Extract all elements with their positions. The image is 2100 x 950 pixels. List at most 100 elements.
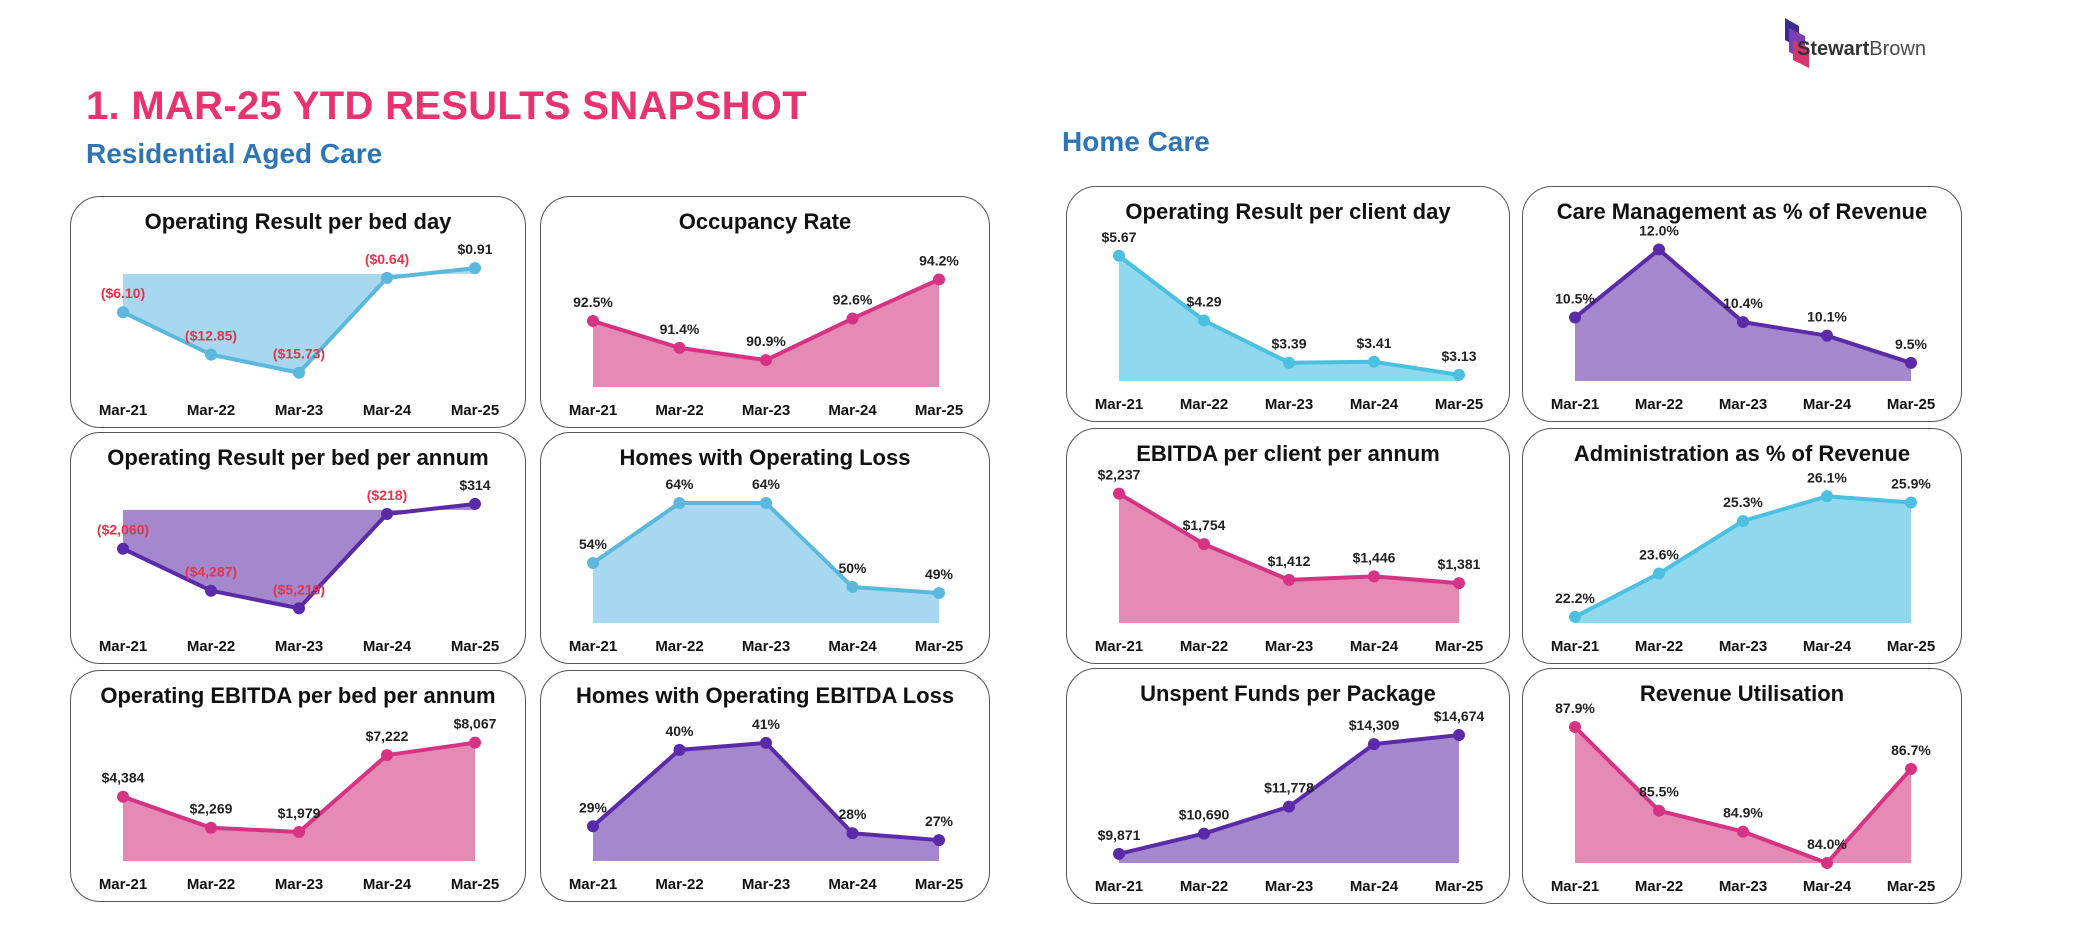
- data-point: [1113, 249, 1125, 262]
- x-tick-label: Mar-21: [99, 876, 147, 893]
- data-label: $8,067: [454, 716, 497, 732]
- x-tick-label: Mar-21: [569, 402, 617, 419]
- x-tick-label: Mar-24: [1350, 878, 1399, 895]
- data-label: 10.5%: [1555, 291, 1595, 307]
- data-label: $11,778: [1264, 780, 1314, 796]
- chart-title: Operating EBITDA per bed per annum: [100, 683, 496, 708]
- x-tick-label: Mar-23: [1719, 396, 1767, 413]
- data-label: 64%: [752, 476, 781, 492]
- data-label: 26.1%: [1807, 469, 1847, 485]
- x-tick-label: Mar-24: [828, 876, 877, 893]
- data-point: [1905, 496, 1917, 509]
- data-label: 84.0%: [1807, 836, 1847, 852]
- chart-card-ebitda-per-client-per-annum: EBITDA per client per annum $2,237 Mar-21…: [1066, 428, 1510, 664]
- x-tick-label: Mar-25: [915, 876, 963, 893]
- data-point: [846, 827, 859, 840]
- x-tick-label: Mar-22: [187, 638, 235, 655]
- chart-title: Operating Result per bed per annum: [107, 445, 489, 470]
- data-label: 10.1%: [1807, 309, 1847, 325]
- x-tick-label: Mar-23: [1265, 878, 1313, 895]
- chart-card-operating-result-per-bed-per-annum: Operating Result per bed per annum ($2,0…: [70, 432, 526, 664]
- x-tick-label: Mar-22: [1635, 878, 1683, 895]
- data-label: $1,979: [278, 805, 321, 821]
- area-fill: [123, 268, 475, 373]
- x-tick-label: Mar-21: [569, 638, 617, 655]
- chart-svg: 10.5% Mar-21 12.0% Mar-22 10.4% Mar-23 10.1% Ma…: [1551, 223, 1935, 413]
- data-point: [1821, 490, 1833, 503]
- data-point: [117, 306, 129, 319]
- data-point: [1113, 487, 1125, 500]
- data-point: [1653, 243, 1665, 256]
- logo-text: StewartBrown: [1797, 38, 1926, 61]
- x-tick-label: Mar-25: [1435, 878, 1483, 895]
- area-fill: [1575, 496, 1911, 623]
- chart-svg: ($6.10) Mar-21 ($12.85) Mar-22 ($15.73) Mar-2…: [99, 241, 499, 419]
- chart-card-administration-pct-revenue: Administration as % of Revenue 22.2% Mar-…: [1522, 428, 1962, 664]
- data-point: [1821, 857, 1833, 869]
- x-tick-label: Mar-21: [1551, 396, 1599, 413]
- data-point: [381, 507, 393, 520]
- data-point: [293, 825, 305, 838]
- data-label: $1,446: [1353, 549, 1396, 565]
- data-point: [846, 312, 859, 325]
- data-label: 40%: [665, 723, 694, 739]
- data-point: [117, 542, 129, 555]
- data-point: [1198, 827, 1210, 840]
- x-tick-label: Mar-25: [451, 876, 499, 893]
- data-label: 28%: [838, 806, 867, 822]
- area-fill: [1119, 255, 1459, 381]
- data-label: ($5,219): [273, 581, 325, 597]
- data-point: [1653, 804, 1665, 817]
- chart-svg: 92.5% Mar-21 91.4% Mar-22 90.9% Mar-23 92.6% Ma…: [569, 252, 963, 419]
- chart-card-revenue-utilisation: Revenue Utilisation 87.9% Mar-21 85.5% Mar-…: [1522, 668, 1962, 904]
- chart-title: Occupancy Rate: [678, 209, 852, 234]
- x-tick-label: Mar-25: [915, 638, 963, 655]
- x-tick-label: Mar-23: [742, 876, 790, 893]
- data-point: [1368, 738, 1380, 751]
- x-tick-label: Mar-21: [99, 402, 147, 419]
- section-title-residential-aged-care: Residential Aged Care: [86, 138, 383, 169]
- data-label: 29%: [579, 799, 608, 815]
- chart-card-occupancy-rate: Occupancy Rate 92.5% Mar-21 91.4% Mar-22 90.…: [540, 196, 990, 428]
- data-label: 25.3%: [1723, 494, 1763, 510]
- data-label: $7,222: [366, 728, 409, 744]
- x-tick-label: Mar-23: [1265, 638, 1313, 655]
- chart-card-operating-result-per-bed-day: Operating Result per bed day ($6.10) Mar-…: [70, 196, 526, 428]
- data-point: [1569, 721, 1581, 733]
- data-label: 92.6%: [833, 292, 873, 308]
- data-point: [846, 581, 859, 593]
- data-label: $0.91: [457, 241, 492, 257]
- x-tick-label: Mar-24: [1350, 396, 1399, 413]
- data-point: [1905, 356, 1917, 369]
- data-point: [673, 743, 686, 756]
- chart-card-unspent-funds-per-package: Unspent Funds per Package $9,871 Mar-21 $1…: [1066, 668, 1510, 904]
- data-label: 22.2%: [1555, 590, 1595, 606]
- x-tick-label: Mar-25: [451, 638, 499, 655]
- area-fill: [123, 503, 475, 609]
- x-tick-label: Mar-22: [1180, 396, 1228, 413]
- x-tick-label: Mar-22: [1180, 638, 1228, 655]
- chart-card-care-management-pct-revenue: Care Management as % of Revenue 10.5% Mar…: [1522, 186, 1962, 422]
- chart-svg: $5.67 Mar-21 $4.29 Mar-22 $3.39 Mar-23 $3.41 Ma…: [1095, 229, 1483, 413]
- data-label: 64%: [665, 476, 694, 492]
- x-tick-label: Mar-25: [915, 402, 963, 419]
- x-tick-label: Mar-25: [1435, 638, 1483, 655]
- data-label: 12.0%: [1639, 223, 1679, 239]
- data-label: ($15.73): [273, 346, 325, 362]
- data-point: [205, 821, 217, 834]
- stewartbrown-logo-icon: [1785, 18, 1809, 68]
- data-label: ($0.64): [365, 251, 409, 267]
- area-fill: [1575, 727, 1911, 863]
- x-tick-label: Mar-23: [1719, 878, 1767, 895]
- chart-card-homes-with-operating-ebitda-loss: Homes with Operating EBITDA Loss 29% Mar-…: [540, 670, 990, 902]
- logo-text-light: Brown: [1869, 38, 1926, 60]
- x-tick-label: Mar-23: [275, 402, 323, 419]
- chart-title: Homes with Operating Loss: [619, 445, 911, 470]
- x-tick-label: Mar-25: [1887, 396, 1935, 413]
- data-label: 85.5%: [1639, 784, 1679, 800]
- data-label: 25.9%: [1891, 475, 1931, 491]
- data-label: $1,754: [1183, 517, 1226, 533]
- x-tick-label: Mar-23: [1265, 396, 1313, 413]
- chart-title: Unspent Funds per Package: [1140, 681, 1436, 706]
- data-point: [1283, 573, 1295, 586]
